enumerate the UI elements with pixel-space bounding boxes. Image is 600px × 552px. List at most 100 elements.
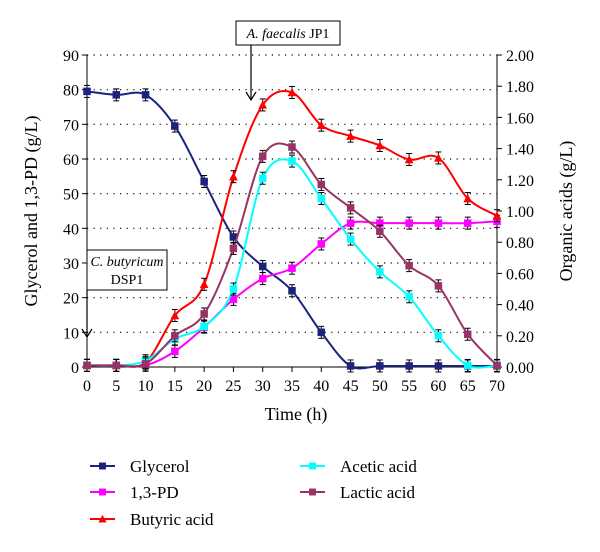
series-glycerol: [83, 84, 501, 373]
legend-label: Lactic acid: [340, 483, 416, 502]
data-point-1-3-pd: [434, 219, 443, 227]
legend-item-acetic-acid: Acetic acid: [300, 457, 417, 476]
data-point-lactic-acid: [405, 261, 413, 270]
data-point-glycerol: [141, 91, 150, 99]
y-left-tick-label: 60: [63, 152, 79, 169]
data-point-butyric-acid: [492, 211, 502, 220]
data-point-glycerol: [376, 362, 384, 370]
data-point-acetic-acid: [434, 332, 443, 340]
annotation-a-faecalis-italic: A. faecalis: [246, 27, 307, 42]
legend-label: Acetic acid: [340, 457, 417, 476]
legend-item-butyric-acid: Butyric acid: [90, 510, 214, 529]
data-point-glycerol: [83, 87, 91, 96]
legend-label: Butyric acid: [130, 510, 214, 529]
y-left-tick-label: 0: [71, 360, 79, 377]
data-point-glycerol: [171, 122, 179, 130]
data-point-1-3-pd: [405, 219, 413, 227]
annotation-c-butyricum-rest: DSP1: [111, 273, 144, 288]
data-point-glycerol: [434, 362, 443, 370]
annotation-a-faecalis-arrow: [245, 45, 257, 102]
annotation-c-butyricum-italic: C. butyricum: [90, 255, 163, 270]
data-point-lactic-acid: [171, 332, 179, 340]
data-point-butyric-acid: [375, 140, 385, 150]
y-right-tick-label: 0.00: [506, 360, 534, 377]
x-tick-label: 5: [112, 378, 120, 395]
legend-marker: [99, 488, 106, 496]
data-point-lactic-acid: [288, 143, 296, 151]
y-left-tick-label: 20: [63, 291, 79, 308]
x-tick-label: 60: [430, 378, 446, 395]
data-point-1-3-pd: [229, 295, 238, 304]
legend-marker: [99, 462, 106, 470]
data-point-butyric-acid: [316, 120, 326, 129]
legend-item-glycerol: Glycerol: [90, 457, 190, 476]
x-tick-label: 35: [284, 378, 300, 395]
data-point-lactic-acid: [112, 361, 121, 370]
data-point-acetic-acid: [405, 293, 413, 301]
data-point-lactic-acid: [434, 282, 443, 290]
data-point-glycerol: [112, 91, 121, 99]
data-point-1-3-pd: [171, 347, 179, 356]
series-lactic-acid: [83, 140, 501, 372]
x-tick-label: 30: [255, 378, 271, 395]
data-point-butyric-acid: [199, 279, 209, 289]
data-point-lactic-acid: [317, 180, 326, 189]
data-point-lactic-acid: [141, 360, 150, 368]
y-right-tick-label: 1.20: [506, 173, 534, 190]
x-tick-label: 50: [372, 378, 388, 395]
series-line-butyric-acid: [86, 89, 498, 368]
data-point-lactic-acid: [258, 152, 267, 161]
data-point-lactic-acid: [376, 227, 384, 236]
annotation-a-faecalis-box: [235, 20, 341, 46]
x-tick-label: 25: [225, 378, 241, 395]
y-left-tick-label: 30: [63, 256, 79, 273]
y-left-tick-label: 70: [63, 117, 79, 134]
data-point-lactic-acid: [346, 204, 355, 212]
x-tick-label: 70: [489, 378, 505, 395]
y-right-tick-label: 0.60: [506, 266, 534, 283]
data-point-acetic-acid: [288, 157, 296, 165]
y-left-tick-label: 90: [63, 48, 79, 65]
annotation-c-butyricum-box: [86, 249, 168, 291]
data-point-1-3-pd: [258, 274, 267, 283]
legend-item-lactic-acid: Lactic acid: [300, 483, 416, 502]
y-left-tick-label: 50: [63, 187, 79, 204]
annotation-a-faecalis: A. faecalis JP1: [235, 20, 341, 102]
data-point-acetic-acid: [346, 235, 355, 243]
data-point-1-3-pd: [346, 219, 355, 227]
y-left-tick-label: 40: [63, 221, 79, 238]
data-point-butyric-acid: [258, 100, 268, 109]
svg-text:A. faecalis JP1: A. faecalis JP1: [246, 27, 330, 42]
data-point-butyric-acid: [463, 193, 473, 203]
plot-frame: [86, 55, 498, 368]
data-point-lactic-acid: [493, 361, 501, 370]
annotation-c-butyricum: C. butyricum DSP1: [81, 249, 168, 339]
annotation-c-butyricum-arrow: [81, 290, 93, 339]
data-point-lactic-acid: [229, 244, 238, 253]
data-point-lactic-acid: [463, 330, 472, 338]
x-tick-label: 65: [460, 378, 476, 395]
data-point-acetic-acid: [317, 194, 326, 203]
data-point-butyric-acid: [229, 172, 238, 181]
legend: Glycerol Acetic acid 1,3-PD Lactic acid Buty…: [90, 457, 417, 529]
y-right-tick-label: 2.00: [506, 48, 534, 65]
data-point-butyric-acid: [287, 87, 297, 97]
y-left-tick-label: 10: [63, 325, 79, 342]
legend-item-1-3-pd: 1,3-PD: [90, 483, 179, 502]
data-point-acetic-acid: [376, 268, 384, 276]
data-point-butyric-acid: [170, 310, 180, 320]
data-point-lactic-acid: [200, 310, 208, 318]
data-point-glycerol: [200, 177, 208, 186]
y-right-tick-label: 0.40: [506, 298, 534, 315]
data-point-butyric-acid: [404, 154, 414, 164]
data-point-glycerol: [405, 362, 413, 370]
annotation-a-faecalis-rest: JP1: [306, 27, 330, 42]
y-right-tick-label: 1.40: [506, 142, 534, 159]
legend-marker: [98, 514, 107, 523]
data-point-butyric-acid: [434, 153, 443, 162]
x-tick-label: 20: [196, 378, 212, 395]
x-tick-label: 10: [138, 378, 154, 395]
y-right-tick-label: 0.80: [506, 235, 534, 252]
data-point-1-3-pd: [288, 264, 296, 272]
